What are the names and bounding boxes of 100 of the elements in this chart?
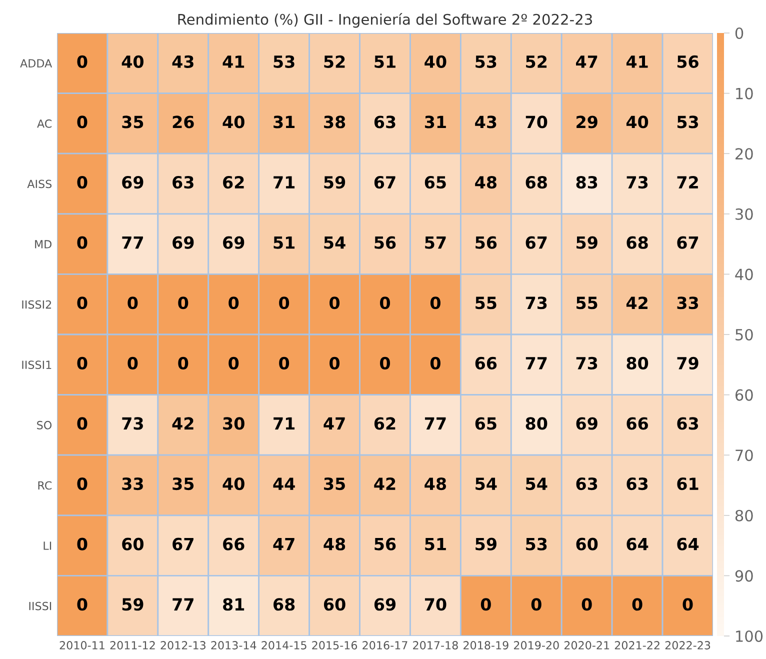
data-label: 73	[576, 356, 598, 370]
data-label: 48	[475, 176, 496, 189]
data-label: 66	[475, 356, 497, 370]
data-label: 63	[172, 176, 194, 189]
data-label: 0	[228, 356, 239, 370]
data-label: 55	[476, 296, 496, 310]
data-label: 62	[223, 176, 244, 189]
data-label: 0	[330, 356, 340, 370]
data-label: 77	[424, 417, 446, 430]
data-label: 40	[626, 116, 648, 128]
data-label: 67	[172, 538, 194, 550]
color-bar-label: 10	[736, 88, 753, 100]
data-label: 40	[222, 116, 244, 128]
data-label: 73	[122, 417, 143, 430]
data-label: 35	[324, 477, 345, 490]
data-label: 35	[122, 116, 144, 128]
data-label: 70	[526, 116, 548, 128]
data-label: 0	[77, 236, 88, 249]
color-bar-label: 60	[735, 389, 753, 401]
data-label: 63	[626, 477, 648, 490]
data-label: 65	[424, 176, 446, 189]
x-tick-label: 2021-22	[614, 641, 660, 650]
data-label: 80	[626, 356, 648, 370]
data-label: 30	[223, 417, 244, 430]
data-label: 63	[677, 417, 698, 430]
chart-title: Rendimiento (%) GII - Ingeniería del Software 2º 2022-23	[178, 13, 592, 28]
x-tick-label: 2017-18	[413, 641, 458, 650]
data-label: 57	[425, 236, 446, 249]
data-label: 59	[576, 236, 598, 249]
data-label: 0	[480, 598, 491, 611]
data-label: 73	[526, 296, 547, 310]
data-label: 40	[222, 477, 244, 490]
data-label: 54	[526, 478, 548, 490]
data-label: 41	[626, 56, 648, 68]
data-label: 0	[77, 296, 88, 310]
data-label: 47	[273, 538, 294, 550]
data-label: 0	[77, 116, 88, 128]
data-label: 0	[682, 598, 693, 611]
data-label: 31	[424, 116, 446, 128]
x-tick-label: 2011-12	[110, 641, 155, 650]
data-label: 59	[122, 598, 144, 611]
data-label: 54	[324, 236, 346, 249]
data-label: 42	[172, 417, 194, 430]
x-tick-label: 2013-14	[211, 641, 256, 650]
data-label: 48	[324, 538, 346, 550]
color-bar-label: 90	[735, 570, 753, 582]
data-label: 0	[128, 356, 138, 370]
data-label: 63	[374, 116, 396, 128]
data-label: 53	[476, 55, 496, 68]
data-label: 73	[626, 176, 648, 189]
data-label: 68	[626, 236, 648, 249]
y-tick-label: RC	[38, 481, 52, 490]
data-label: 71	[274, 417, 295, 430]
x-tick-label: 2022-23	[665, 641, 710, 650]
data-label: 59	[476, 538, 496, 550]
data-label: 33	[122, 477, 143, 490]
data-label: 41	[222, 56, 244, 68]
data-label: 83	[576, 176, 598, 189]
data-label: 0	[77, 477, 88, 490]
data-label: 54	[476, 478, 497, 490]
data-label: 52	[526, 55, 547, 68]
data-label: 0	[77, 176, 88, 189]
x-tick-label: 2019-20	[514, 641, 559, 650]
data-label: 0	[128, 296, 138, 310]
data-label: 0	[380, 356, 390, 370]
x-tick-label: 2020-21	[564, 641, 610, 650]
data-label: 71	[274, 176, 295, 188]
data-label: 68	[274, 598, 295, 611]
data-label: 80	[526, 417, 548, 430]
data-label: 51	[274, 236, 295, 249]
data-label: 0	[582, 598, 592, 611]
data-label: 0	[430, 356, 440, 370]
data-label: 68	[526, 176, 547, 189]
data-label: 79	[677, 356, 698, 370]
data-label: 40	[424, 55, 446, 68]
data-label: 0	[279, 356, 290, 370]
data-label: 53	[274, 55, 294, 68]
data-label: 0	[77, 598, 88, 611]
data-label: 29	[576, 116, 598, 128]
x-tick-label: 2010-11	[60, 641, 104, 650]
data-label: 43	[172, 55, 194, 68]
data-label: 70	[424, 598, 446, 611]
data-label: 35	[172, 477, 194, 490]
data-label: 0	[430, 296, 440, 310]
y-tick-label: MD	[35, 240, 52, 248]
data-label: 53	[677, 116, 698, 128]
data-label: 0	[330, 296, 340, 310]
data-label: 60	[324, 598, 346, 611]
data-label: 67	[374, 176, 396, 189]
y-tick-label: IISSI1	[22, 360, 52, 370]
data-label: 69	[223, 236, 244, 249]
data-label: 65	[475, 417, 496, 430]
data-label: 72	[677, 176, 698, 188]
data-label: 26	[172, 116, 194, 128]
data-label: 0	[228, 296, 239, 310]
data-label: 40	[122, 55, 144, 68]
data-label: 0	[279, 296, 290, 310]
data-label: 63	[576, 477, 598, 490]
data-label: 69	[122, 176, 144, 189]
data-label: 0	[77, 538, 88, 550]
